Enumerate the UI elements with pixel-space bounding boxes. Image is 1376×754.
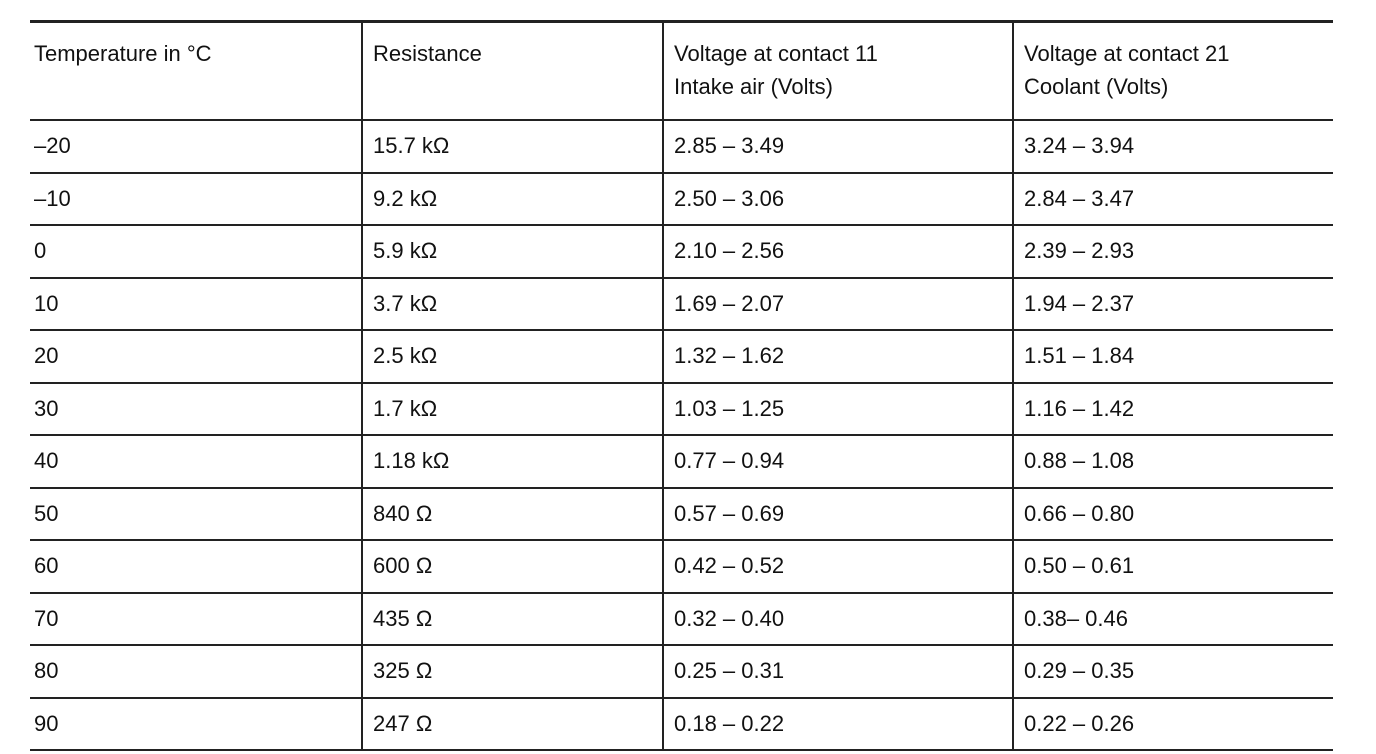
table-cell: 0.88 – 1.08: [1012, 435, 1333, 489]
table-cell: 0.32 – 0.40: [662, 592, 1013, 646]
table-cell: 3.24 – 3.94: [1012, 120, 1333, 174]
header-cell: Voltage at contact 21 Coolant (Volts): [1012, 20, 1333, 121]
table-cell: 0.42 – 0.52: [662, 540, 1013, 594]
table-cell: 1.7 kΩ: [361, 382, 663, 436]
header-cell: Voltage at contact 11 Intake air (Volts): [662, 20, 1013, 121]
table-row: 50 840 Ω 0.57 – 0.69 0.66 – 0.80: [30, 487, 1333, 541]
table-cell: 2.85 – 3.49: [662, 120, 1013, 174]
table-row: 40 1.18 kΩ 0.77 – 0.94 0.88 – 1.08: [30, 435, 1333, 489]
table-cell: 15.7 kΩ: [361, 120, 663, 174]
table-cell: 20: [30, 330, 362, 384]
table-cell: 0.77 – 0.94: [662, 435, 1013, 489]
table-cell: 80: [30, 645, 362, 699]
table-cell: 0.18 – 0.22: [662, 697, 1013, 751]
table-row: 80 325 Ω 0.25 – 0.31 0.29 – 0.35: [30, 645, 1333, 699]
table-cell: 30: [30, 382, 362, 436]
table-row: –10 9.2 kΩ 2.50 – 3.06 2.84 – 3.47: [30, 172, 1333, 226]
table-cell: –20: [30, 120, 362, 174]
table-cell: 2.50 – 3.06: [662, 172, 1013, 226]
table-cell: 2.39 – 2.93: [1012, 225, 1333, 279]
table-cell: 0.50 – 0.61: [1012, 540, 1333, 594]
table-cell: 600 Ω: [361, 540, 663, 594]
table-cell: 1.16 – 1.42: [1012, 382, 1333, 436]
table-cell: 0.22 – 0.26: [1012, 697, 1333, 751]
document: Temperature in °C Resistance Voltage at co…: [30, 20, 1333, 751]
table-cell: 3.7 kΩ: [361, 277, 663, 331]
table-cell: 435 Ω: [361, 592, 663, 646]
header-cell: Resistance: [361, 20, 663, 121]
table-cell: 1.18 kΩ: [361, 435, 663, 489]
table-cell: 40: [30, 435, 362, 489]
table-cell: 50: [30, 487, 362, 541]
table-row: 70 435 Ω 0.32 – 0.40 0.38– 0.46: [30, 592, 1333, 646]
table-cell: 247 Ω: [361, 697, 663, 751]
table-cell: 325 Ω: [361, 645, 663, 699]
table-cell: 0.38– 0.46: [1012, 592, 1333, 646]
table-cell: 2.84 – 3.47: [1012, 172, 1333, 226]
table-cell: 0.57 – 0.69: [662, 487, 1013, 541]
table-cell: 0: [30, 225, 362, 279]
table-cell: 10: [30, 277, 362, 331]
table-row: –20 15.7 kΩ 2.85 – 3.49 3.24 – 3.94: [30, 120, 1333, 174]
table-cell: 1.32 – 1.62: [662, 330, 1013, 384]
table-body: –20 15.7 kΩ 2.85 – 3.49 3.24 – 3.94 –10 9.2 k…: [30, 120, 1333, 751]
table-row: 30 1.7 kΩ 1.03 – 1.25 1.16 – 1.42: [30, 382, 1333, 436]
table-cell: 9.2 kΩ: [361, 172, 663, 226]
table-cell: 1.69 – 2.07: [662, 277, 1013, 331]
table-cell: 0.25 – 0.31: [662, 645, 1013, 699]
table-cell: 2.10 – 2.56: [662, 225, 1013, 279]
table-cell: 90: [30, 697, 362, 751]
table-row: 20 2.5 kΩ 1.32 – 1.62 1.51 – 1.84: [30, 330, 1333, 384]
table-cell: 2.5 kΩ: [361, 330, 663, 384]
table-row: 60 600 Ω 0.42 – 0.52 0.50 – 0.61: [30, 540, 1333, 594]
table-cell: 840 Ω: [361, 487, 663, 541]
table-cell: 60: [30, 540, 362, 594]
data-table: Temperature in °C Resistance Voltage at co…: [30, 20, 1333, 751]
table-cell: 5.9 kΩ: [361, 225, 663, 279]
table-row: 90 247 Ω 0.18 – 0.22 0.22 – 0.26: [30, 697, 1333, 751]
header-row: Temperature in °C Resistance Voltage at co…: [30, 20, 1333, 121]
table-row: 0 5.9 kΩ 2.10 – 2.56 2.39 – 2.93: [30, 225, 1333, 279]
table-cell: 0.66 – 0.80: [1012, 487, 1333, 541]
table-cell: –10: [30, 172, 362, 226]
table-cell: 70: [30, 592, 362, 646]
table-cell: 1.51 – 1.84: [1012, 330, 1333, 384]
table-cell: 1.03 – 1.25: [662, 382, 1013, 436]
table-cell: 1.94 – 2.37: [1012, 277, 1333, 331]
table-cell: 0.29 – 0.35: [1012, 645, 1333, 699]
header-cell: Temperature in °C: [30, 20, 362, 121]
table-row: 10 3.7 kΩ 1.69 – 2.07 1.94 – 2.37: [30, 277, 1333, 331]
